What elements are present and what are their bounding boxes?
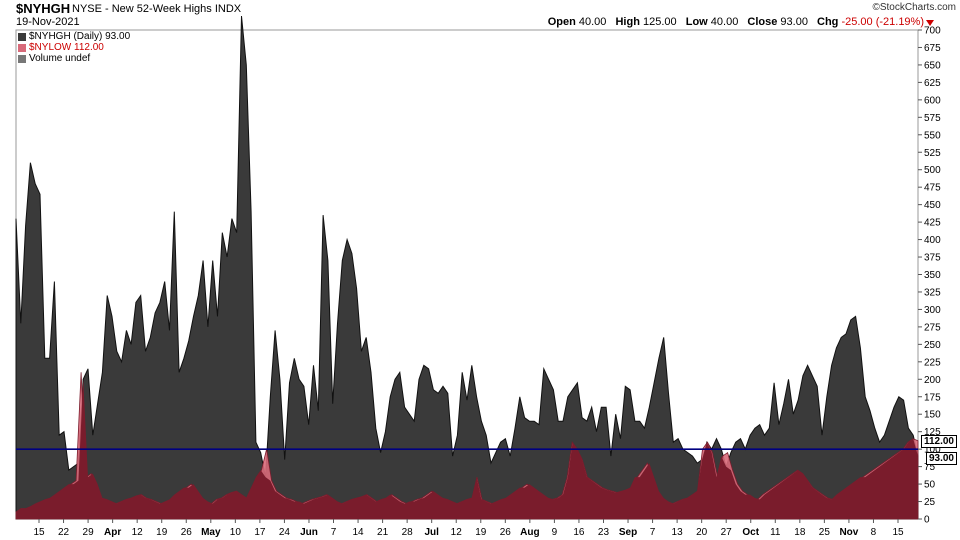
series-overlap-area	[16, 379, 918, 519]
y-tick-label: 425	[924, 218, 941, 229]
legend-item-nyhgh: $NYHGH (Daily) 93.00	[18, 31, 130, 42]
legend-item-volume: Volume undef	[18, 53, 130, 64]
x-tick-label: 24	[279, 527, 291, 538]
x-tick-label: Sep	[619, 527, 637, 538]
y-tick-label: 625	[924, 78, 941, 89]
chg-label: Chg	[817, 16, 839, 28]
open-value: 40.00	[578, 16, 607, 28]
x-tick-label: 14	[352, 527, 364, 538]
y-tick-label: 675	[924, 43, 941, 54]
close-label: Close	[747, 16, 778, 28]
y-tick-label: 550	[924, 130, 941, 141]
open-label: Open	[547, 16, 576, 28]
y-tick-label: 575	[924, 113, 941, 124]
chart-legend: $NYHGH (Daily) 93.00 $NYLOW 112.00 Volum…	[18, 31, 130, 64]
y-tick-label: 300	[924, 305, 941, 316]
chg-value: -25.00 (-21.19%)	[841, 16, 924, 28]
close-value: 93.00	[780, 16, 808, 28]
x-tick-label: 22	[58, 527, 70, 538]
legend-swatch-nylow	[18, 43, 26, 52]
series-nyhgh-area	[15, 15, 919, 520]
chart-header: $NYHGH NYSE - New 52-Week Highs INDX 19-…	[0, 0, 960, 30]
high-value: 125.00	[643, 16, 677, 28]
x-tick-label: 16	[573, 527, 585, 538]
symbol-label: $NYHGH	[16, 1, 71, 16]
y-tick-label: 275	[924, 322, 941, 333]
x-tick-label: 27	[721, 527, 733, 538]
x-tick-label: 15	[892, 527, 904, 538]
nyhgh-last-tag: 93.00	[925, 452, 957, 466]
y-tick-label: 75	[924, 462, 936, 473]
y-tick-label: 650	[924, 60, 941, 71]
x-tick-label: 19	[475, 527, 487, 538]
brand-label[interactable]: ©StockCharts.com	[872, 2, 956, 13]
low-label: Low	[685, 16, 708, 28]
legend-swatch-nyhgh	[18, 32, 26, 41]
y-tick-label: 250	[924, 340, 941, 351]
down-triangle-icon	[926, 20, 934, 26]
x-tick-label: Apr	[104, 527, 121, 538]
x-tick-label: 20	[696, 527, 708, 538]
y-tick-label: 350	[924, 270, 941, 281]
x-tick-label: 25	[819, 527, 831, 538]
x-tick-label: Aug	[520, 527, 539, 538]
chart-date: 19-Nov-2021	[16, 16, 80, 28]
legend-label-volume: Volume undef	[29, 53, 91, 64]
x-tick-label: 13	[672, 527, 684, 538]
x-tick-label: Jun	[300, 527, 318, 538]
quote-bar: Open 40.00 High 125.00 Low 40.00 Close 9…	[542, 16, 924, 28]
x-tick-label: 11	[770, 527, 781, 538]
y-tick-label: 525	[924, 148, 941, 159]
y-tick-label: 150	[924, 410, 941, 421]
y-tick-label: 0	[924, 515, 930, 526]
y-tick-label: 475	[924, 183, 941, 194]
y-tick-label: 25	[924, 497, 936, 508]
x-tick-label: Nov	[839, 527, 858, 538]
nylow-last-tag: 112.00	[920, 434, 957, 448]
x-tick-label: 26	[500, 527, 512, 538]
y-tick-label: 325	[924, 287, 941, 298]
symbol-description: NYSE - New 52-Week Highs INDX	[72, 3, 242, 15]
high-label: High	[615, 16, 640, 28]
y-tick-label: 50	[924, 480, 936, 491]
y-tick-label: 400	[924, 235, 941, 246]
y-tick-label: 600	[924, 95, 941, 106]
x-tick-label: Oct	[742, 527, 759, 538]
legend-swatch-volume	[18, 54, 26, 63]
x-tick-label: 26	[181, 527, 193, 538]
x-tick-label: 7	[650, 527, 656, 538]
x-tick-label: 19	[156, 527, 168, 538]
x-tick-label: 12	[132, 527, 144, 538]
low-value: 40.00	[710, 16, 739, 28]
x-tick-label: 21	[377, 527, 389, 538]
x-tick-label: 8	[871, 527, 877, 538]
legend-label-nylow: $NYLOW 112.00	[29, 42, 104, 53]
x-tick-label: 18	[794, 527, 806, 538]
x-tick-label: 7	[331, 527, 337, 538]
x-tick-label: 12	[451, 527, 463, 538]
y-tick-label: 125	[924, 427, 941, 438]
x-tick-label: 23	[598, 527, 610, 538]
y-tick-label: 450	[924, 200, 941, 211]
x-tick-label: 10	[230, 527, 242, 538]
y-tick-label: 700	[924, 26, 941, 37]
x-tick-label: 15	[33, 527, 45, 538]
x-tick-label: Jul	[424, 527, 439, 538]
y-tick-label: 200	[924, 375, 941, 386]
y-tick-label: 500	[924, 165, 941, 176]
legend-label-nyhgh: $NYHGH (Daily) 93.00	[29, 31, 131, 42]
legend-item-nylow: $NYLOW 112.00	[18, 42, 130, 53]
x-tick-label: 28	[402, 527, 414, 538]
x-tick-label: 17	[254, 527, 266, 538]
y-tick-label: 375	[924, 253, 941, 264]
x-tick-label: 29	[83, 527, 95, 538]
x-tick-label: May	[201, 527, 221, 538]
y-tick-label: 225	[924, 357, 941, 368]
x-tick-label: 9	[552, 527, 558, 538]
y-tick-label: 100	[924, 445, 941, 456]
y-tick-label: 175	[924, 392, 941, 403]
